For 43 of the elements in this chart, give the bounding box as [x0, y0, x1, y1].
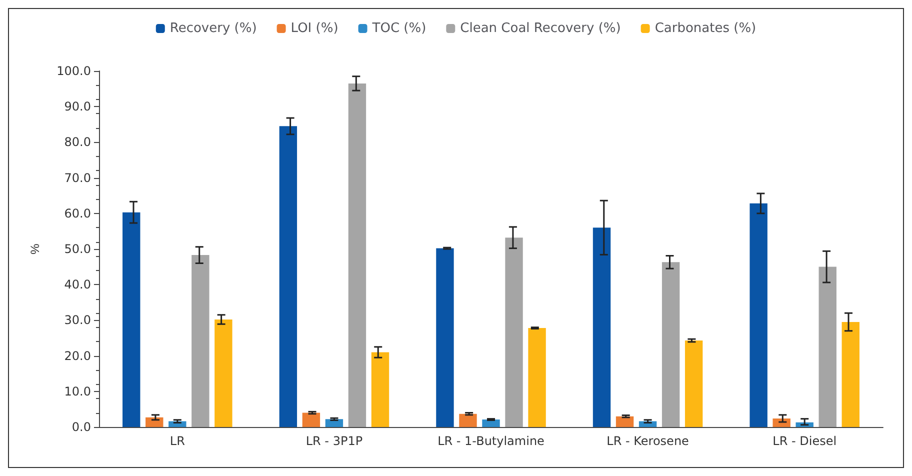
legend-label: Clean Coal Recovery (%) — [460, 21, 621, 36]
y-tick-label: 80.0 — [64, 135, 91, 150]
bar — [371, 352, 390, 427]
bar — [684, 340, 703, 427]
bar — [818, 266, 836, 427]
bar — [592, 228, 611, 427]
bar — [302, 412, 320, 427]
bar — [436, 248, 454, 427]
bar — [842, 322, 860, 427]
y-axis-title: % — [28, 243, 42, 254]
bar — [528, 328, 546, 427]
bar — [279, 126, 298, 427]
y-tick-label: 20.0 — [64, 348, 91, 363]
y-tick-label: 40.0 — [64, 278, 91, 292]
y-tick-label: 60.0 — [64, 206, 91, 220]
bar — [482, 420, 500, 427]
y-tick-label: 50.0 — [64, 242, 91, 256]
y-tick-label: 0.0 — [72, 420, 91, 434]
bar — [122, 212, 140, 427]
legend-label: Carbonates (%) — [654, 21, 756, 36]
bar — [146, 417, 164, 427]
legend-label: Recovery (%) — [170, 21, 257, 36]
y-tick-label: 100.0 — [56, 64, 91, 78]
bar — [616, 416, 634, 427]
bar — [459, 414, 477, 427]
bar — [505, 238, 523, 427]
y-tick-label: 10.0 — [64, 384, 91, 398]
bar — [192, 255, 210, 427]
y-tick-label: 30.0 — [64, 313, 91, 328]
x-tick-label: LR — [170, 434, 185, 448]
y-tick-label: 90.0 — [64, 100, 91, 114]
x-tick-label: LR - 1-Butylamine — [438, 434, 544, 448]
x-tick-label: LR - 3P1P — [306, 434, 363, 448]
bar — [348, 83, 366, 427]
bar — [214, 319, 232, 427]
y-tick-label: 70.0 — [64, 170, 91, 185]
bar — [750, 203, 768, 427]
x-tick-label: LR - Diesel — [772, 434, 837, 448]
legend-label: LOI (%) — [290, 21, 338, 36]
legend-label: TOC (%) — [371, 21, 426, 36]
bar — [325, 419, 344, 427]
x-tick-label: LR - Kerosene — [606, 434, 689, 448]
bar — [662, 262, 680, 427]
